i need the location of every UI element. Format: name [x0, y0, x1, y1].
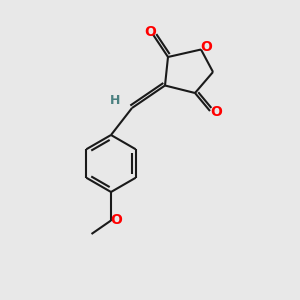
Text: O: O: [210, 106, 222, 119]
Text: O: O: [200, 40, 212, 53]
Text: O: O: [144, 25, 156, 38]
Text: H: H: [110, 94, 121, 107]
Text: O: O: [110, 214, 122, 227]
